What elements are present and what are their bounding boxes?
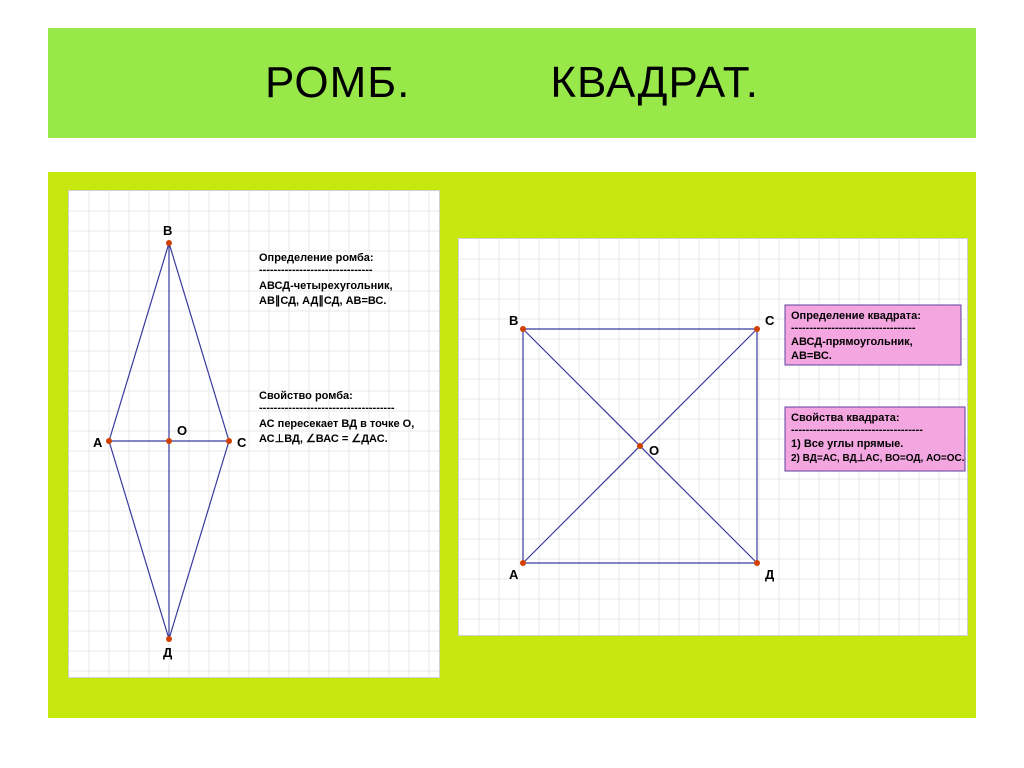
sq-prop-line1: 1) Все углы прямые. <box>791 438 903 450</box>
square-panel: А В С Д О Определение квадрата: --------… <box>458 238 968 636</box>
sq-def-dash: ---------------------------------- <box>791 322 916 334</box>
square-property-box: Свойства квадрата: ---------------------… <box>785 407 965 471</box>
sq-prop-dash: ------------------------------------ <box>791 424 923 436</box>
rhombus-prop-line2: АС⊥ВД, ∠ВАС = ∠ДАС. <box>259 433 388 445</box>
rhombus-def-title: Определение ромба: <box>259 252 374 264</box>
rhombus-panel: А В С Д О Определение ромба: -----------… <box>68 190 440 678</box>
sq-label-C: С <box>765 313 775 328</box>
sq-def-line1: АВСД-прямоугольник, <box>791 336 913 348</box>
sq-def-title: Определение квадрата: <box>791 310 921 322</box>
sq-prop-line2: 2) ВД=АС, ВД⊥АС, ВО=ОД, АО=ОС. <box>791 453 965 464</box>
square-svg: А В С Д О Определение квадрата: --------… <box>459 239 967 635</box>
rhombus-def-line2: АВ∥СД, АД∥СД, АВ=ВС. <box>259 295 386 307</box>
rhombus-svg: А В С Д О Определение ромба: -----------… <box>69 191 439 677</box>
label-C: С <box>237 435 247 450</box>
label-A: А <box>93 435 103 450</box>
rhombus-definition-box: Определение ромба: ---------------------… <box>259 252 393 307</box>
square-definition-box: Определение квадрата: ------------------… <box>785 305 961 365</box>
sq-label-A: А <box>509 567 519 582</box>
label-O: О <box>177 423 187 438</box>
rhombus-prop-title: Свойство ромба: <box>259 390 353 402</box>
title-left: РОМБ. <box>265 58 410 108</box>
rhombus-def-line1: АВСД-четырехугольник, <box>259 280 393 292</box>
label-D: Д <box>163 645 173 660</box>
title-right: КВАДРАТ. <box>550 58 759 108</box>
title-bar: РОМБ. КВАДРАТ. <box>48 28 976 138</box>
sq-label-D: Д <box>765 567 775 582</box>
rhombus-prop-dash: ------------------------------------- <box>259 402 395 414</box>
label-B: В <box>163 223 172 238</box>
sq-prop-title: Свойства квадрата: <box>791 412 900 424</box>
sq-def-line2: АВ=ВС. <box>791 350 832 362</box>
sq-label-O: О <box>649 443 659 458</box>
rhombus-prop-line1: АС пересекает ВД в точке О, <box>259 418 414 430</box>
sq-label-B: В <box>509 313 518 328</box>
rhombus-def-dash: ------------------------------- <box>259 264 373 276</box>
